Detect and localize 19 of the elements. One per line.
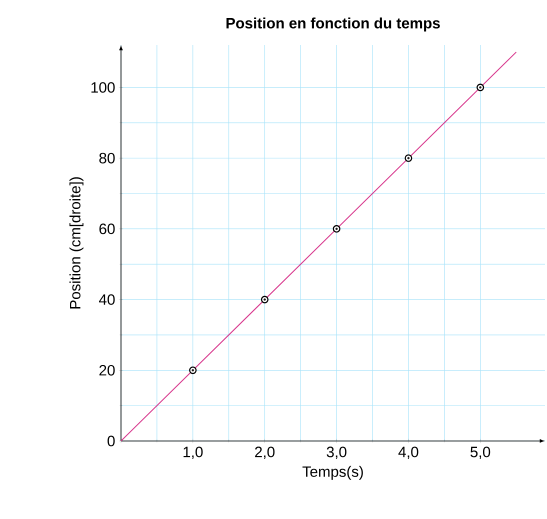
point xyxy=(260,296,269,304)
y-tick-label: 100 xyxy=(91,82,115,93)
point xyxy=(332,225,340,233)
point xyxy=(189,366,197,374)
point xyxy=(404,154,412,162)
x-axis-title: Temps(s) xyxy=(302,466,363,480)
x-tick-label: 4,0 xyxy=(398,446,418,460)
x-tick-label: 3,0 xyxy=(326,446,346,460)
x-tick-label: 1,0 xyxy=(184,446,203,460)
y-tick-label: 20 xyxy=(99,364,115,376)
y-tick-label: 40 xyxy=(98,294,115,305)
x-tick-label: 5,0 xyxy=(470,446,490,460)
point xyxy=(476,84,484,92)
y-tick-label: 0 xyxy=(108,436,115,446)
x-tick-label: 2,0 xyxy=(255,446,275,460)
y-tick-label: 60 xyxy=(99,224,115,234)
chart-title: Position en fonction du temps xyxy=(226,17,440,32)
y-axis-title: Position (cm[droite]) xyxy=(69,177,84,308)
y-tick-label: 80 xyxy=(99,152,115,164)
